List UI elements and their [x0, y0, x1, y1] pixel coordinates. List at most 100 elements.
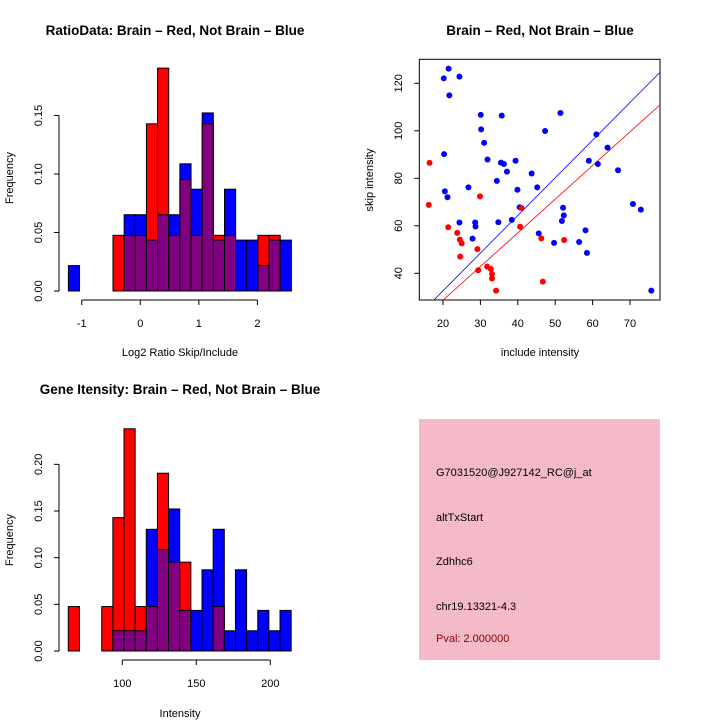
- not-brain-point: [478, 126, 485, 133]
- not-brain-point: [493, 177, 500, 184]
- brain-point: [477, 193, 484, 200]
- not-brain-point: [445, 65, 452, 72]
- not-brain-point: [481, 139, 488, 146]
- gene-intensity-histogram: Gene Itensity: Brain – Red, Not Brain – …: [4, 382, 321, 720]
- not-brain-bar: [257, 609, 270, 652]
- scatter-ylabel: skip intensity: [364, 148, 376, 211]
- gene-histogram-xlabel: Intensity: [160, 708, 201, 720]
- not-brain-bar: [234, 569, 248, 652]
- x-tick-label: 30: [474, 318, 486, 330]
- info-panel-background: [419, 419, 660, 660]
- not-brain-point: [528, 170, 535, 177]
- scatter-plot-box: [418, 58, 661, 301]
- not-brain-bar: [246, 239, 259, 292]
- brain-fit-line: [442, 104, 660, 300]
- overlap-bar: [223, 234, 237, 292]
- overlap-bar: [157, 214, 170, 292]
- overlap-bar: [123, 630, 136, 652]
- intensity-scatter: Brain – Red, Not Brain – Blue include in…: [364, 23, 661, 359]
- not-brain-point: [604, 144, 611, 151]
- not-brain-point: [557, 109, 564, 116]
- not-brain-point: [560, 212, 567, 219]
- not-brain-point: [542, 128, 549, 135]
- not-brain-point: [508, 216, 515, 223]
- x-tick-label: 0: [137, 318, 143, 330]
- brain-bar: [123, 428, 136, 652]
- x-tick-label: 50: [549, 318, 561, 330]
- overlap-bar: [201, 123, 214, 292]
- not-brain-point: [615, 167, 622, 174]
- not-brain-point: [477, 111, 484, 118]
- x-tick-label: 70: [624, 318, 636, 330]
- overlap-bar: [179, 179, 192, 292]
- not-brain-point: [465, 184, 472, 191]
- not-brain-point: [585, 157, 592, 164]
- brain-bar: [112, 234, 125, 292]
- y-tick-label: 0.05: [33, 594, 45, 615]
- not-brain-point: [441, 188, 448, 195]
- overlap-bar: [134, 630, 147, 652]
- not-brain-point: [582, 227, 589, 234]
- not-brain-point: [484, 156, 491, 163]
- x-tick-label: -1: [77, 318, 87, 330]
- not-brain-point: [498, 112, 505, 119]
- overlap-bar: [145, 606, 158, 652]
- y-tick-label: 0.15: [33, 500, 45, 521]
- brain-point: [538, 235, 545, 242]
- brain-point: [561, 237, 568, 244]
- not-brain-point: [500, 161, 507, 168]
- y-tick-label: 0.00: [33, 280, 45, 301]
- not-brain-point: [535, 230, 542, 237]
- genomic-location: chr19.13321-4.3: [436, 601, 516, 613]
- y-tick-label: 0.10: [33, 163, 45, 184]
- not-brain-point: [594, 161, 601, 168]
- x-tick-label: 100: [113, 678, 131, 690]
- y-tick-label: 60: [393, 220, 405, 232]
- brain-point: [445, 224, 452, 231]
- overlap-bar: [268, 239, 281, 292]
- not-brain-point: [558, 218, 565, 225]
- brain-point: [454, 229, 461, 236]
- not-brain-point: [446, 92, 453, 99]
- info-panel: G7031520@J927142_RC@j_at altTxStart Zdhh…: [419, 419, 660, 660]
- y-tick-label: 0.20: [33, 454, 45, 475]
- y-tick-label: 0.00: [33, 640, 45, 661]
- not-brain-bar: [190, 609, 203, 652]
- x-tick-label: 40: [512, 318, 524, 330]
- not-brain-point: [576, 238, 583, 245]
- brain-point: [539, 278, 546, 285]
- overlap-bar: [156, 549, 170, 652]
- brain-bar: [101, 606, 114, 652]
- y-tick-label: 120: [393, 74, 405, 92]
- x-tick-label: 1: [196, 318, 202, 330]
- not-brain-bar: [279, 239, 292, 292]
- brain-point: [457, 253, 464, 260]
- ratio-histogram-title: RatioData: Brain – Red, Not Brain – Blue: [46, 23, 305, 38]
- brain-point: [518, 204, 525, 211]
- x-tick-label: 150: [187, 678, 205, 690]
- not-brain-bar: [268, 630, 281, 652]
- x-tick-label: 20: [437, 318, 449, 330]
- probe-id: G7031520@J927142_RC@j_at: [436, 467, 592, 479]
- gene-histogram-ylabel: Frequency: [4, 514, 16, 566]
- not-brain-bar: [246, 630, 259, 652]
- not-brain-fit-line: [433, 72, 660, 300]
- not-brain-point: [469, 235, 476, 242]
- not-brain-point: [593, 131, 600, 138]
- not-brain-point: [441, 151, 448, 158]
- y-tick-label: 0.10: [33, 547, 45, 568]
- overlap-bar: [145, 239, 159, 292]
- x-tick-label: 60: [586, 318, 598, 330]
- not-brain-point: [560, 204, 567, 211]
- not-brain-point: [551, 239, 558, 246]
- not-brain-point: [514, 186, 521, 193]
- not-brain-point: [495, 219, 502, 226]
- overlap-bar: [212, 239, 225, 292]
- ratio-histogram-xlabel: Log2 Ratio Skip/Include: [122, 347, 238, 359]
- pval-text: Pval: 2.000000: [436, 633, 509, 645]
- not-brain-point: [534, 184, 541, 191]
- overlap-bar: [179, 609, 192, 652]
- overlap-bar: [112, 630, 125, 652]
- y-tick-label: 100: [393, 122, 405, 140]
- brain-point: [488, 275, 495, 282]
